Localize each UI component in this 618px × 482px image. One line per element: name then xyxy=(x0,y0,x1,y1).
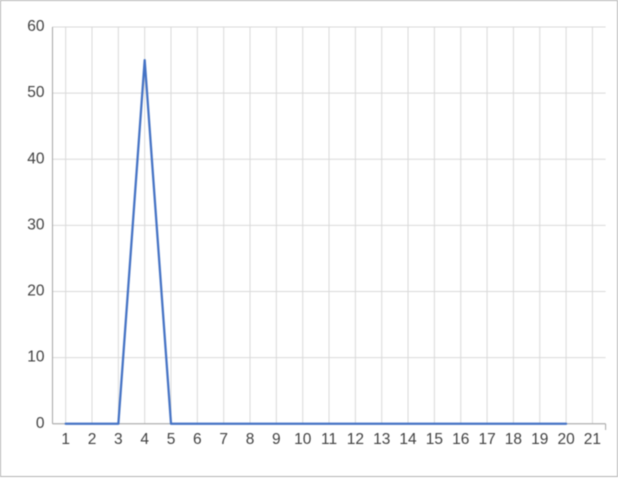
svg-text:9: 9 xyxy=(272,431,281,448)
svg-text:3: 3 xyxy=(114,431,123,448)
svg-text:5: 5 xyxy=(167,431,176,448)
svg-text:14: 14 xyxy=(399,431,417,448)
svg-text:30: 30 xyxy=(27,216,45,233)
svg-text:60: 60 xyxy=(27,18,45,35)
svg-text:20: 20 xyxy=(557,431,575,448)
svg-text:6: 6 xyxy=(193,431,202,448)
svg-text:40: 40 xyxy=(27,150,45,167)
svg-text:11: 11 xyxy=(321,431,337,448)
svg-text:15: 15 xyxy=(426,431,443,448)
svg-text:13: 13 xyxy=(373,431,390,448)
svg-text:16: 16 xyxy=(452,431,469,448)
svg-text:20: 20 xyxy=(27,283,45,300)
svg-text:1: 1 xyxy=(61,431,70,448)
svg-text:17: 17 xyxy=(478,431,495,448)
svg-text:50: 50 xyxy=(27,84,45,101)
svg-text:4: 4 xyxy=(140,431,149,448)
svg-text:8: 8 xyxy=(246,431,255,448)
svg-text:7: 7 xyxy=(219,431,228,448)
svg-text:0: 0 xyxy=(36,415,45,432)
svg-text:2: 2 xyxy=(88,431,97,448)
svg-text:12: 12 xyxy=(347,431,364,448)
svg-text:19: 19 xyxy=(531,431,548,448)
svg-text:18: 18 xyxy=(505,431,522,448)
svg-text:10: 10 xyxy=(27,349,45,366)
svg-text:21: 21 xyxy=(584,431,601,448)
svg-text:10: 10 xyxy=(294,431,312,448)
